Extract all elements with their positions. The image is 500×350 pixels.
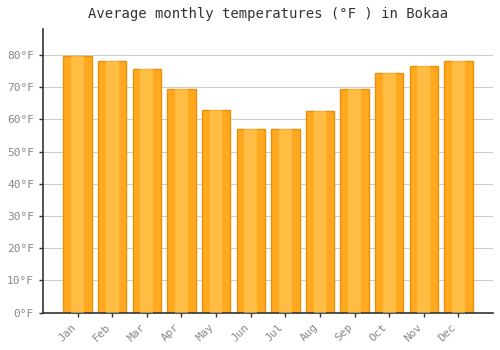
Bar (410, 66, 438, 313)
Bar (340, 89, 368, 313)
Bar (452, 61, 465, 313)
Bar (140, 69, 153, 313)
Bar (418, 66, 430, 313)
Bar (306, 111, 334, 313)
Bar (444, 61, 472, 313)
Bar (106, 61, 118, 313)
Bar (375, 72, 404, 313)
Bar (383, 72, 396, 313)
Bar (236, 129, 265, 313)
Bar (98, 61, 126, 313)
Title: Average monthly temperatures (°F ) in Bokaa: Average monthly temperatures (°F ) in Bo… (88, 7, 448, 21)
Bar (279, 129, 291, 313)
Bar (271, 129, 300, 313)
Bar (202, 110, 230, 313)
Bar (244, 129, 257, 313)
Bar (71, 56, 84, 313)
Bar (132, 69, 161, 313)
Bar (175, 89, 188, 313)
Bar (168, 89, 196, 313)
Bar (348, 89, 361, 313)
Bar (314, 111, 326, 313)
Bar (210, 110, 222, 313)
Bar (64, 56, 92, 313)
